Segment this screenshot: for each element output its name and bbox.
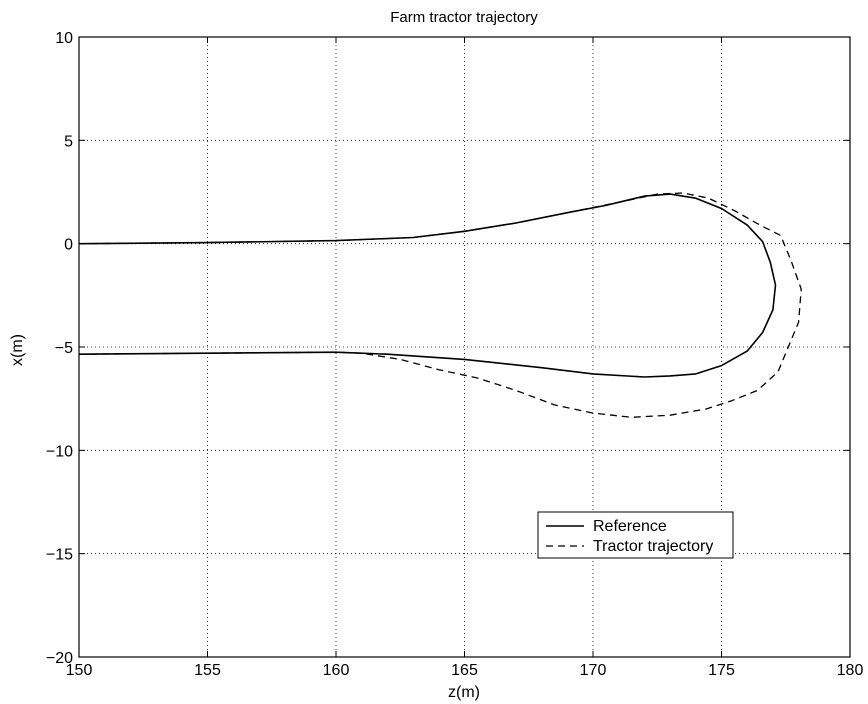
y-tick-label: 0 (64, 237, 73, 254)
y-tick-label: −5 (55, 340, 73, 357)
legend: Reference Tractor trajectory (537, 511, 734, 559)
y-tick-label: −10 (46, 443, 73, 460)
chart-title: Farm tractor trajectory (390, 9, 538, 26)
y-tick-label: −15 (46, 547, 73, 564)
series-line-tractor-trajectory (78, 192, 802, 418)
x-tick-label: 150 (66, 662, 93, 679)
x-tick-label: 165 (451, 662, 478, 679)
y-tick-label: 5 (64, 133, 73, 150)
y-tick-label: −20 (46, 650, 73, 667)
legend-label-reference: Reference (593, 518, 667, 535)
x-tick-label: 180 (837, 662, 864, 679)
y-tick-label: 10 (55, 30, 73, 47)
x-tick-label: 175 (708, 662, 735, 679)
axis-ticks: 150 155 160 165 170 175 180 −20 −15 −10 −5 0 5 10 (46, 30, 864, 679)
x-tick-label: 155 (194, 662, 221, 679)
legend-box (537, 511, 734, 559)
series-line-reference (78, 193, 777, 378)
legend-label-tractor-trajectory: Tractor trajectory (593, 538, 713, 555)
x-tick-label: 170 (580, 662, 607, 679)
grid-lines (79, 37, 850, 657)
x-tick-label: 160 (323, 662, 350, 679)
x-axis-label: z(m) (448, 684, 480, 701)
y-axis-label: x(m) (9, 334, 26, 366)
data-series (78, 192, 802, 418)
